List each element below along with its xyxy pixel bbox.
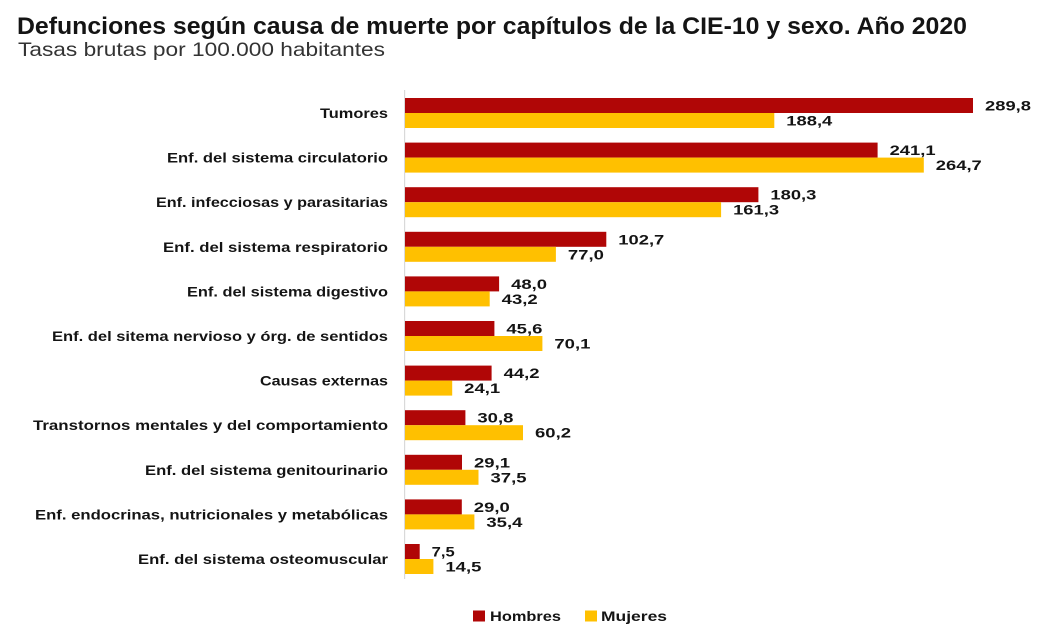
svg-text:60,2: 60,2 — [535, 425, 571, 441]
svg-text:Tumores: Tumores — [320, 105, 388, 121]
svg-text:Tasas brutas por 100.000 habit: Tasas brutas por 100.000 habitantes — [18, 39, 385, 61]
svg-text:Enf. del sistema genitourinari: Enf. del sistema genitourinario — [145, 462, 388, 478]
svg-text:24,1: 24,1 — [464, 380, 500, 396]
svg-text:180,3: 180,3 — [770, 187, 816, 203]
svg-text:Defunciones según causa de mue: Defunciones según causa de muerte por ca… — [17, 13, 967, 40]
svg-text:29,0: 29,0 — [474, 499, 510, 515]
svg-text:188,4: 188,4 — [786, 113, 832, 129]
svg-text:241,1: 241,1 — [890, 142, 936, 158]
svg-text:70,1: 70,1 — [554, 336, 590, 352]
svg-text:Enf. del sistema digestivo: Enf. del sistema digestivo — [187, 283, 388, 299]
svg-text:77,0: 77,0 — [568, 246, 604, 262]
svg-text:37,5: 37,5 — [491, 469, 527, 485]
svg-text:7,5: 7,5 — [432, 544, 455, 560]
svg-text:Enf. infecciosas y parasitaria: Enf. infecciosas y parasitarias — [156, 194, 388, 210]
svg-text:14,5: 14,5 — [445, 559, 481, 575]
svg-text:45,6: 45,6 — [506, 321, 542, 337]
svg-text:264,7: 264,7 — [936, 157, 982, 173]
svg-text:Enf. del sistema respiratorio: Enf. del sistema respiratorio — [163, 239, 388, 255]
svg-text:Hombres: Hombres — [490, 608, 561, 624]
svg-text:102,7: 102,7 — [618, 231, 664, 247]
svg-text:44,2: 44,2 — [504, 365, 540, 381]
svg-text:48,0: 48,0 — [511, 276, 547, 292]
svg-text:Enf. del sistema osteomuscular: Enf. del sistema osteomuscular — [138, 551, 389, 567]
svg-text:35,4: 35,4 — [486, 514, 522, 530]
svg-text:30,8: 30,8 — [477, 410, 513, 426]
svg-text:Enf. del sistema circulatorio: Enf. del sistema circulatorio — [167, 150, 388, 166]
svg-text:Enf. del sitema nervioso y órg: Enf. del sitema nervioso y órg. de senti… — [52, 328, 388, 344]
svg-text:Causas externas: Causas externas — [260, 373, 388, 389]
svg-text:Transtornos mentales y del com: Transtornos mentales y del comportamient… — [33, 417, 388, 433]
svg-text:161,3: 161,3 — [733, 202, 779, 218]
svg-text:Enf. endocrinas, nutricionales: Enf. endocrinas, nutricionales y metaból… — [35, 506, 388, 522]
svg-text:Mujeres: Mujeres — [601, 608, 667, 624]
svg-text:43,2: 43,2 — [502, 291, 538, 307]
svg-text:289,8: 289,8 — [985, 98, 1031, 114]
svg-text:29,1: 29,1 — [474, 454, 510, 470]
